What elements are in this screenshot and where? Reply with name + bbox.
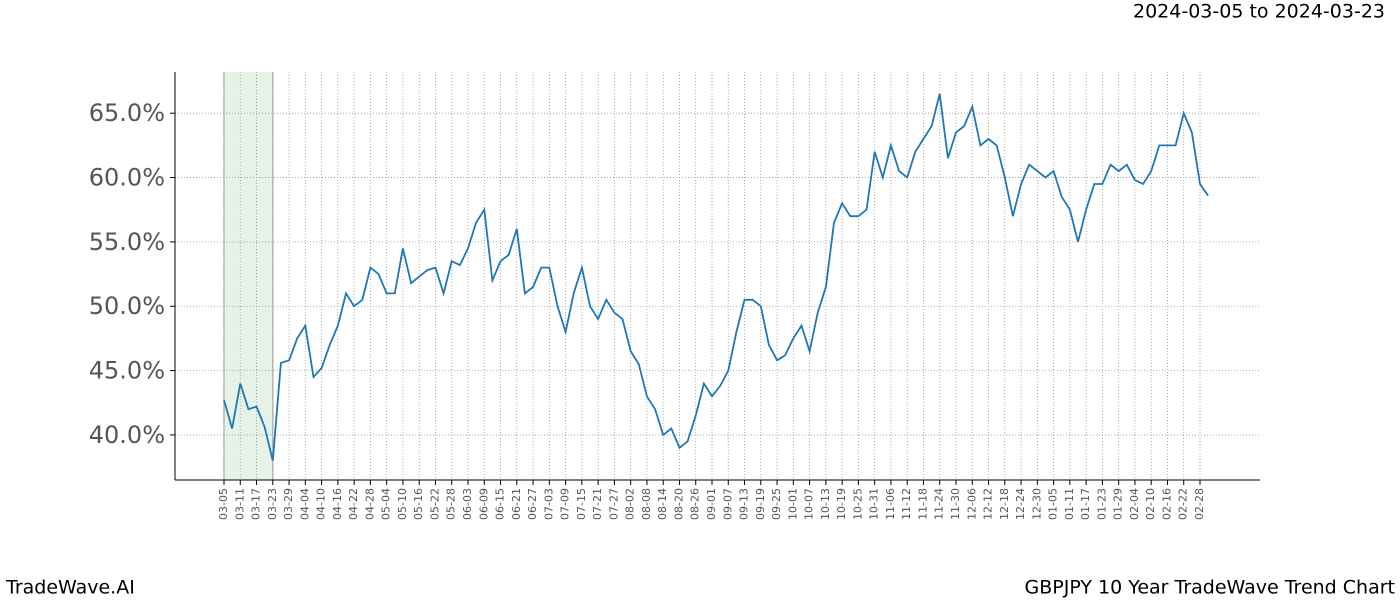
x-tick-label: 03-29 bbox=[282, 488, 295, 520]
y-tick-label: 50.0% bbox=[89, 292, 165, 320]
footer-left: TradeWave.AI bbox=[5, 577, 135, 599]
x-tick-label: 01-23 bbox=[1095, 488, 1108, 520]
x-tick-label: 11-18 bbox=[916, 488, 929, 520]
x-tick-label: 08-26 bbox=[689, 488, 702, 520]
x-tick-label: 05-28 bbox=[445, 488, 458, 520]
x-tick-label: 03-17 bbox=[250, 488, 263, 520]
x-tick-label: 10-13 bbox=[819, 488, 832, 520]
x-tick-label: 04-28 bbox=[363, 488, 376, 520]
x-tick-label: 07-03 bbox=[542, 488, 555, 520]
x-tick-label: 11-24 bbox=[933, 488, 946, 520]
x-tick-label: 07-27 bbox=[607, 488, 620, 520]
x-tick-label: 11-30 bbox=[949, 488, 962, 520]
x-tick-label: 12-30 bbox=[1030, 488, 1043, 520]
x-tick-label: 04-22 bbox=[347, 488, 360, 520]
x-tick-label: 02-10 bbox=[1144, 488, 1157, 520]
x-tick-label: 07-21 bbox=[591, 488, 604, 520]
footer-right: GBPJPY 10 Year TradeWave Trend Chart bbox=[1025, 577, 1395, 599]
x-tick-label: 10-07 bbox=[803, 488, 816, 520]
x-tick-label: 04-04 bbox=[298, 488, 311, 520]
x-tick-label: 12-12 bbox=[982, 488, 995, 520]
x-tick-label: 01-29 bbox=[1112, 488, 1125, 520]
x-tick-label: 08-08 bbox=[640, 488, 653, 520]
x-tick-label: 01-05 bbox=[1047, 488, 1060, 520]
x-tick-label: 10-25 bbox=[851, 488, 864, 520]
y-tick-label: 60.0% bbox=[89, 164, 165, 192]
x-tick-label: 06-21 bbox=[510, 488, 523, 520]
x-tick-label: 11-12 bbox=[900, 488, 913, 520]
x-tick-label: 03-11 bbox=[233, 488, 246, 520]
x-tick-label: 06-09 bbox=[477, 488, 490, 520]
x-tick-label: 06-27 bbox=[526, 488, 539, 520]
x-tick-label: 09-13 bbox=[738, 488, 751, 520]
x-tick-label: 03-23 bbox=[266, 488, 279, 520]
x-tick-label: 12-24 bbox=[1014, 488, 1027, 520]
x-tick-label: 08-20 bbox=[672, 488, 685, 520]
x-tick-label: 01-11 bbox=[1063, 488, 1076, 520]
x-tick-label: 10-31 bbox=[868, 488, 881, 520]
x-tick-label: 10-01 bbox=[786, 488, 799, 520]
y-tick-label: 40.0% bbox=[89, 421, 165, 449]
x-tick-label: 02-22 bbox=[1177, 488, 1190, 520]
x-tick-label: 04-10 bbox=[315, 488, 328, 520]
x-tick-label: 12-06 bbox=[965, 488, 978, 520]
x-tick-label: 06-03 bbox=[461, 488, 474, 520]
x-tick-label: 01-17 bbox=[1079, 488, 1092, 520]
y-tick-label: 45.0% bbox=[89, 357, 165, 385]
y-tick-label: 65.0% bbox=[89, 99, 165, 127]
x-tick-label: 09-25 bbox=[770, 488, 783, 520]
x-tick-label: 07-15 bbox=[575, 488, 588, 520]
x-tick-label: 05-04 bbox=[380, 488, 393, 520]
x-tick-label: 09-07 bbox=[721, 488, 734, 520]
x-tick-label: 02-04 bbox=[1128, 488, 1141, 520]
x-tick-label: 09-01 bbox=[705, 488, 718, 520]
chart-title: 2024-03-05 to 2024-03-23 bbox=[1133, 1, 1385, 23]
y-tick-label: 55.0% bbox=[89, 228, 165, 256]
x-tick-label: 02-16 bbox=[1160, 488, 1173, 520]
x-tick-label: 05-22 bbox=[428, 488, 441, 520]
series-line bbox=[223, 93, 1209, 461]
x-tick-label: 04-16 bbox=[331, 488, 344, 520]
x-tick-label: 05-10 bbox=[396, 488, 409, 520]
x-tick-label: 03-05 bbox=[217, 488, 230, 520]
x-tick-label: 07-09 bbox=[559, 488, 572, 520]
x-tick-label: 08-14 bbox=[656, 488, 669, 520]
x-tick-label: 11-06 bbox=[884, 488, 897, 520]
x-tick-label: 02-28 bbox=[1193, 488, 1206, 520]
highlight-band bbox=[224, 72, 273, 480]
x-tick-label: 09-19 bbox=[754, 488, 767, 520]
x-tick-label: 05-16 bbox=[412, 488, 425, 520]
x-tick-label: 12-18 bbox=[998, 488, 1011, 520]
x-tick-label: 08-02 bbox=[624, 488, 637, 520]
x-tick-label: 06-15 bbox=[494, 488, 507, 520]
x-tick-label: 10-19 bbox=[835, 488, 848, 520]
